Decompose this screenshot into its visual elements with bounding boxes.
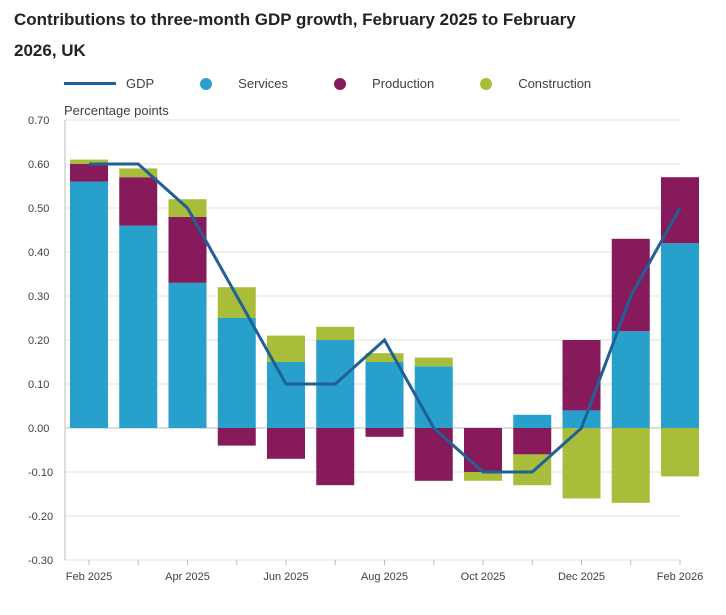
bar-production	[267, 428, 305, 459]
bar-services	[661, 243, 699, 428]
bar-construction	[70, 159, 108, 164]
construction-dot-icon	[480, 77, 493, 90]
legend: GDP Services Production Construction	[64, 76, 637, 91]
services-dot-icon	[200, 77, 213, 90]
y-tick-label: -0.10	[28, 467, 53, 479]
bar-production	[168, 216, 207, 283]
bar-services	[414, 366, 453, 428]
legend-item-services: Services	[200, 76, 288, 91]
x-tick-label: Feb 2026	[657, 571, 703, 583]
legend-label: GDP	[126, 76, 155, 91]
legend-item-production: Production	[334, 76, 434, 91]
bar-construction	[119, 168, 158, 178]
bar-production	[611, 238, 650, 332]
production-dot-icon	[334, 77, 347, 90]
y-tick-label: -0.30	[28, 555, 53, 567]
bar-production	[414, 428, 453, 481]
y-tick-label: 0.20	[28, 335, 49, 347]
legend-item-construction: Construction	[480, 76, 591, 91]
bar-production	[217, 428, 256, 446]
legend-label: Production	[372, 76, 435, 91]
bar-construction	[611, 428, 650, 503]
y-tick-label: 0.30	[28, 291, 49, 303]
bar-services	[365, 362, 404, 428]
y-tick-label: 0.60	[28, 159, 49, 171]
gdp-line-swatch	[64, 82, 116, 85]
y-tick-label: 0.10	[28, 379, 49, 391]
bar-services	[267, 362, 305, 428]
bar-construction	[464, 472, 502, 481]
bar-production	[119, 177, 158, 226]
bar-production	[316, 428, 355, 486]
x-tick-label: Jun 2025	[263, 571, 308, 583]
y-axis-label: Percentage points	[64, 103, 169, 118]
bar-production	[562, 340, 601, 411]
y-tick-label: 0.40	[28, 247, 49, 259]
y-tick-label: 0.50	[28, 203, 49, 215]
bar-construction	[267, 335, 305, 362]
bar-services	[611, 331, 650, 428]
bar-construction	[661, 428, 699, 477]
y-tick-label: 0.70	[28, 115, 49, 127]
legend-item-gdp: GDP	[64, 76, 154, 91]
x-tick-label: Oct 2025	[461, 571, 506, 583]
bar-construction	[365, 353, 404, 362]
bar-construction	[217, 287, 256, 318]
legend-label: Construction	[518, 76, 592, 91]
bar-production	[513, 428, 552, 455]
bar-production	[70, 164, 108, 182]
bar-construction	[414, 357, 453, 367]
bar-services	[168, 282, 207, 428]
chart-title: Contributions to three-month GDP growth,…	[14, 10, 576, 60]
bar-production	[464, 428, 502, 472]
bar-services	[217, 318, 256, 428]
x-tick-label: Feb 2025	[66, 571, 112, 583]
bar-services	[513, 414, 552, 428]
bar-construction	[316, 326, 355, 340]
y-tick-label: -0.20	[28, 511, 53, 523]
x-tick-label: Dec 2025	[558, 571, 605, 583]
x-tick-label: Apr 2025	[165, 571, 210, 583]
x-tick-label: Aug 2025	[361, 571, 408, 583]
gdp-line	[89, 162, 682, 474]
bar-services	[119, 225, 158, 428]
bar-services	[562, 410, 601, 428]
y-tick-label: 0.00	[28, 423, 49, 435]
bar-services	[70, 181, 108, 428]
bar-production	[365, 428, 404, 437]
legend-label: Services	[238, 76, 289, 91]
